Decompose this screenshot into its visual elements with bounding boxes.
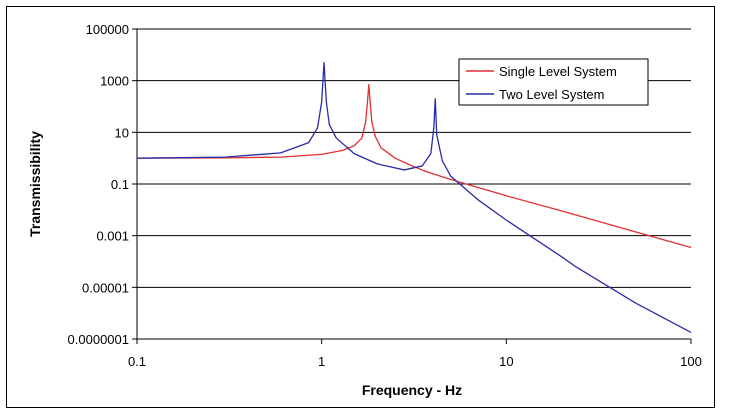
x-tick-label: 10 — [499, 354, 513, 369]
legend: Single Level System Two Level System — [458, 58, 649, 106]
y-tick-label: 0.1 — [111, 177, 129, 192]
legend-box — [458, 58, 649, 106]
x-axis-title: Frequency - Hz — [362, 382, 462, 398]
x-tick-labels: 0.1 1 10 100 — [128, 354, 702, 369]
y-tick-label: 100000 — [86, 22, 129, 37]
series-line-two-level — [136, 61, 692, 333]
series-line-single-level — [136, 84, 692, 249]
y-tick-label: 0.00001 — [82, 280, 129, 295]
x-tick-label: 0.1 — [128, 354, 146, 369]
y-tick-label: 0.0000001 — [68, 332, 129, 347]
y-tick-label: 1000 — [100, 74, 129, 89]
series-lines — [136, 61, 692, 333]
y-tick-labels: 100000 1000 10 0.1 0.001 0.00001 0.0000001 — [68, 22, 129, 347]
y-axis-title: Transmissibility — [27, 131, 43, 237]
axes — [132, 28, 692, 344]
x-tick-label: 1 — [318, 354, 325, 369]
y-tick-label: 10 — [115, 125, 129, 140]
legend-label-two-level: Two Level System — [499, 87, 605, 102]
x-tick-label: 100 — [680, 354, 702, 369]
y-tick-label: 0.001 — [96, 229, 129, 244]
legend-label-single-level: Single Level System — [499, 64, 617, 79]
